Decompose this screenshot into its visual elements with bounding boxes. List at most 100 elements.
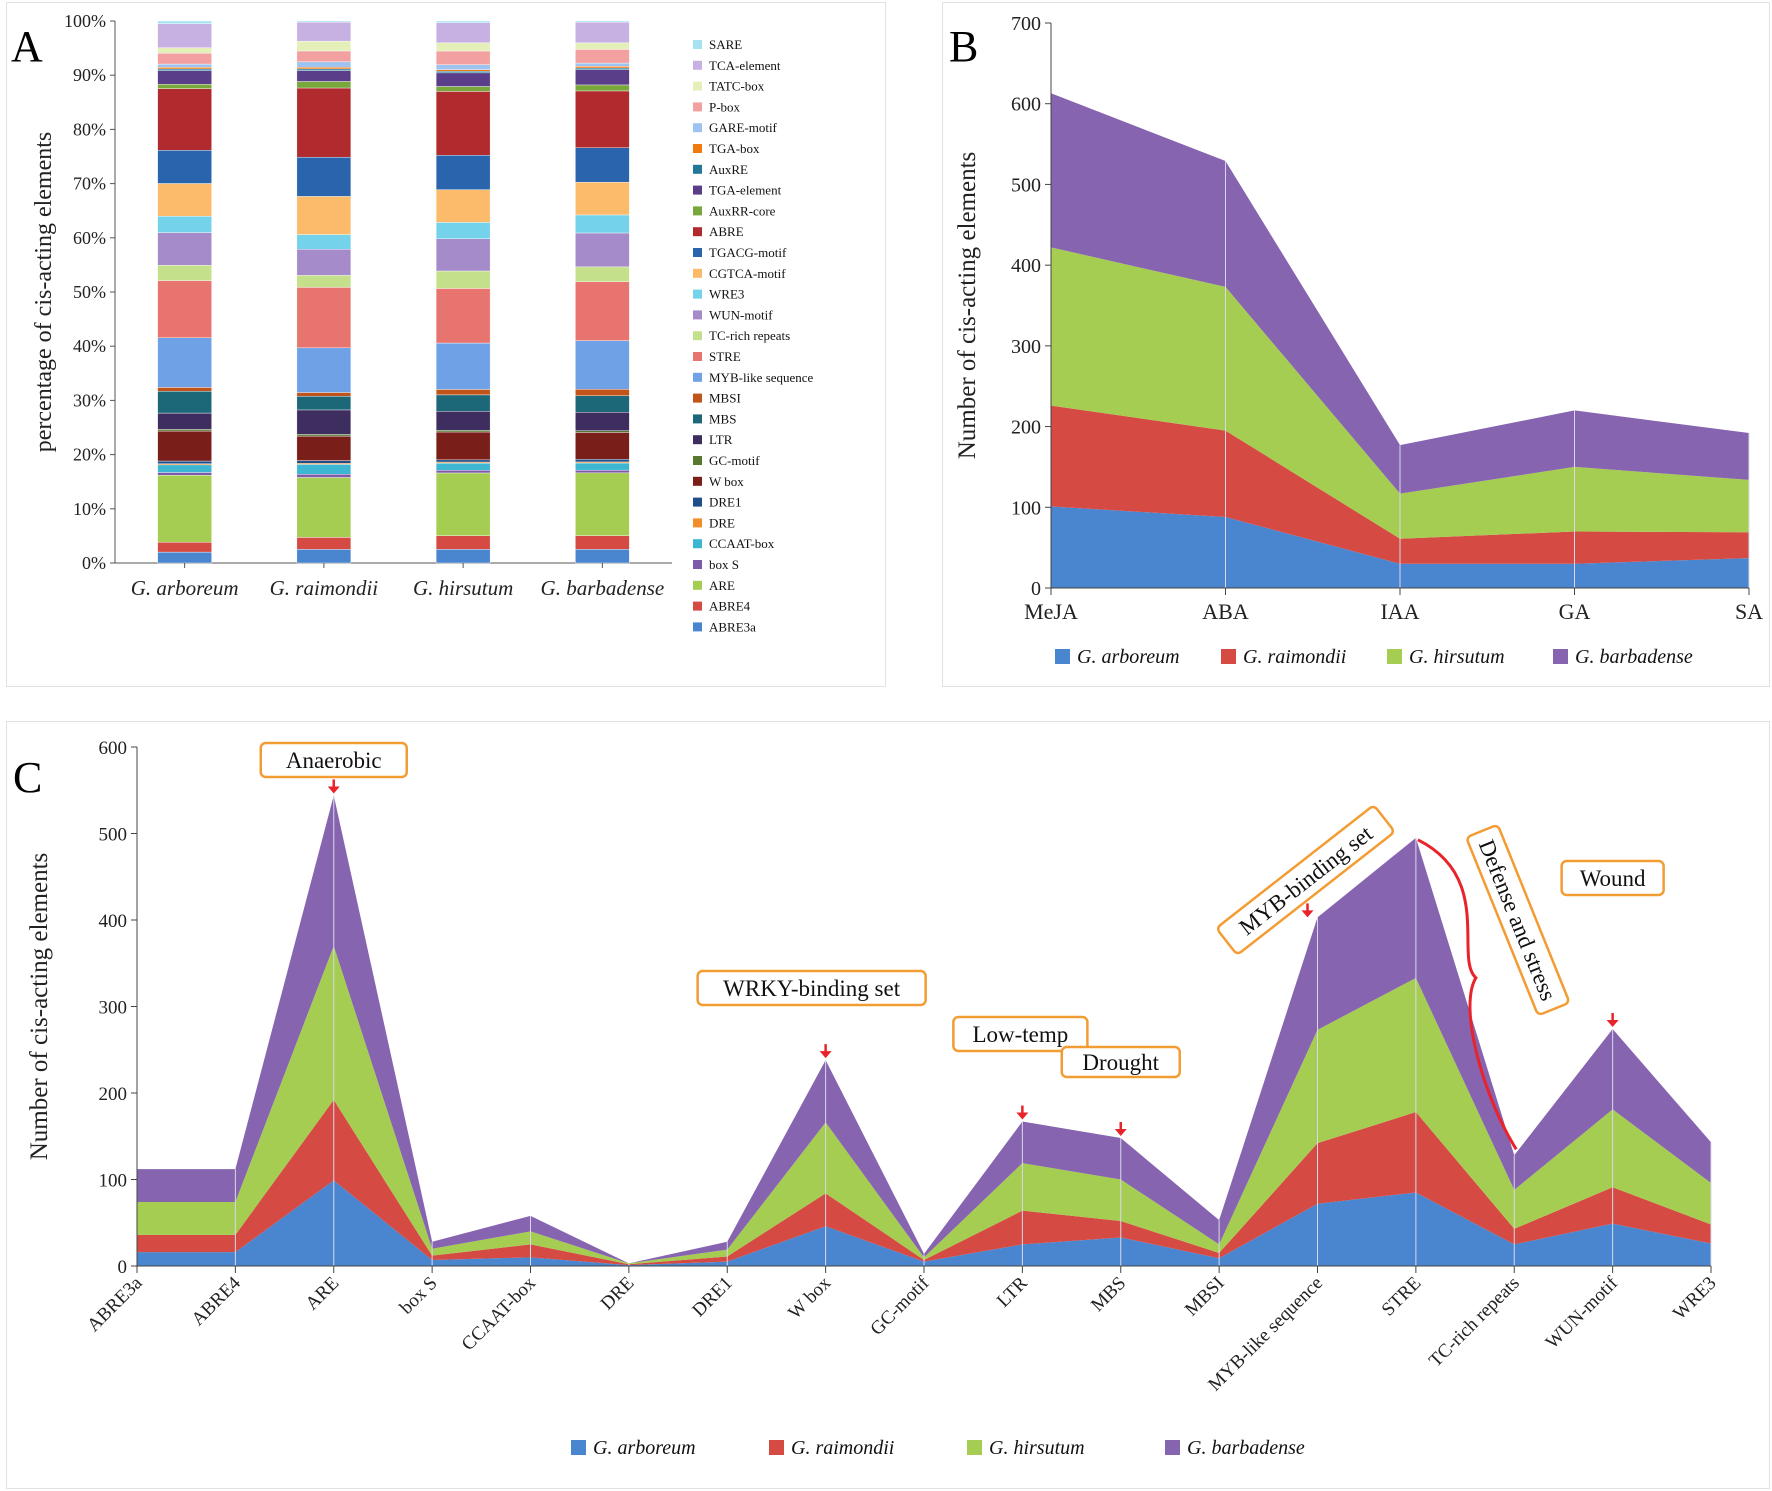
legend-label-abre: ABRE <box>709 224 744 239</box>
defense-brace <box>1417 838 1518 1151</box>
wrky-arrow-head <box>819 1051 832 1059</box>
bar-segment-dre1 <box>157 460 212 464</box>
legend-swatch-abre <box>693 227 702 237</box>
x-tick-label-dre: DRE <box>597 1273 639 1315</box>
legend-label-p-box: P-box <box>709 99 741 114</box>
legend-label-g-arboreum: G. arboreum <box>1077 646 1180 668</box>
y-tick-label: 100 <box>1011 497 1041 519</box>
wound-annotation-label: Wound <box>1580 866 1646 891</box>
bar-segment-w-box <box>435 431 491 461</box>
bar-segment-abre3a <box>296 549 352 564</box>
bar-segment-mbsi <box>435 389 491 396</box>
legend-label-g-hirsutum: G. hirsutum <box>989 1437 1085 1459</box>
legend-label-abre3a: ABRE3a <box>709 619 756 634</box>
bar-segment-p-box <box>575 49 630 64</box>
bar-segment-gare-motif <box>296 61 352 68</box>
area-series-g-hirsutum <box>137 945 1711 1265</box>
bar-segment-mbs <box>575 395 630 413</box>
legend-label-cgtca-motif: CGTCA-motif <box>709 266 786 281</box>
legend-swatch-cgtca-motif <box>693 268 702 278</box>
bar-segment-tatc-box <box>157 47 212 54</box>
y-tick-label: 60% <box>73 228 106 248</box>
bar-segment-abre4 <box>296 537 352 550</box>
x-tick-label-g-arboreum: G. arboreum <box>131 576 239 600</box>
bar-segment-sare <box>435 20 491 23</box>
bar-segment-wre3 <box>575 214 630 234</box>
bar-segment-are <box>296 477 352 538</box>
x-tick-label-mbsi: MBSI <box>1181 1273 1229 1321</box>
y-tick-label: 600 <box>99 738 128 759</box>
legend-swatch-g-arboreum <box>1055 649 1070 664</box>
bar-segment-wun-motif <box>435 238 491 272</box>
bar-segment-gc-motif <box>575 430 630 433</box>
bar-segment-tga-element <box>575 69 630 86</box>
legend-swatch-g-hirsutum <box>1387 649 1402 664</box>
legend-label-tatc-box: TATC-box <box>709 79 765 94</box>
y-tick-label: 500 <box>99 825 128 846</box>
drought-annotation-label: Drought <box>1082 1050 1159 1075</box>
anaerobic-arrow-head <box>327 786 340 794</box>
defense-annotation: Defense and stress <box>1466 824 1570 1016</box>
legend-label-tga-element: TGA-element <box>709 183 782 198</box>
legend-swatch-myb-like-sequence <box>693 372 702 382</box>
bar-segment-tgacg-motif <box>157 150 212 184</box>
bar-segment-dre1 <box>575 458 630 463</box>
legend-swatch-box-s <box>693 560 702 569</box>
bar-segment-auxre <box>435 71 491 74</box>
legend-label-gc-motif: GC-motif <box>709 453 760 468</box>
bar-segment-w-box <box>575 432 630 460</box>
bar-segment-abre <box>157 88 212 151</box>
drought-annotation: Drought <box>1060 1045 1181 1079</box>
bar-segment-auxrr-core <box>157 84 212 89</box>
x-tick-label-mbs: MBS <box>1087 1273 1130 1316</box>
bar-segment-tga-element <box>435 72 491 87</box>
panel-c: C 0 100 200 300 400 500 600 Number of cis-actin… <box>6 721 1770 1489</box>
legend-swatch-auxrr-core <box>693 206 702 216</box>
bar-segment-auxrr-core <box>296 81 352 89</box>
bar-segment-sare <box>296 20 352 23</box>
legend-swatch-tga-box <box>693 144 702 153</box>
bar-segment-abre3a <box>575 549 630 564</box>
legend-swatch-auxre <box>693 164 702 174</box>
y-tick-label: 300 <box>1011 336 1041 358</box>
bar-segment-myb-like-sequence <box>435 342 491 390</box>
legend-label-abre4: ABRE4 <box>709 599 751 614</box>
wrky-annotation: WRKY-binding set <box>696 969 927 1007</box>
bar-segment-ltr <box>296 409 352 435</box>
legend-label-tc-rich-repeats: TC-rich repeats <box>709 328 790 343</box>
legend-label-g-barbadense: G. barbadense <box>1575 646 1693 668</box>
bar-segment-stre <box>296 287 352 349</box>
legend-swatch-gare-motif <box>693 123 702 133</box>
bar-segment-box-s <box>296 474 352 478</box>
bar-segment-cgtca-motif <box>157 183 212 217</box>
bar-segment-tca-element <box>435 22 491 44</box>
y-tick-label: 500 <box>1011 174 1041 196</box>
legend-label-mbs: MBS <box>709 411 736 426</box>
y-tick-label: 200 <box>1011 417 1041 439</box>
legend-label-dre: DRE <box>709 515 735 530</box>
legend-label-g-arboreum: G. arboreum <box>593 1437 696 1459</box>
wrky-annotation-box <box>696 969 927 1007</box>
legend-swatch-tca-element <box>693 60 702 70</box>
legend-label-g-raimondii: G. raimondii <box>791 1437 894 1459</box>
panel-a: A 0% 10% 20% 30% 40% 50% 60% 70% 80% 90% 100% perce… <box>6 2 886 687</box>
legend-swatch-mbsi <box>693 393 702 403</box>
legend-label-sare: SARE <box>709 37 742 52</box>
bar-segment-are <box>157 475 212 543</box>
bar-segment-dre1 <box>435 459 491 463</box>
x-tick-label-gc-motif: GC-motif <box>866 1272 934 1340</box>
bar-segment-tgacg-motif <box>296 156 352 197</box>
x-tick-label-wun-motif: WUN-motif <box>1542 1272 1623 1353</box>
x-tick-label-ltr: LTR <box>993 1272 1032 1311</box>
y-tick-label: 300 <box>99 998 128 1019</box>
y-tick-label: 10% <box>73 499 106 519</box>
bar-segment-tc-rich-repeats <box>435 270 491 289</box>
legend-label-wun-motif: WUN-motif <box>709 307 773 322</box>
x-tick-label-tc-rich-repeats: TC-rich repeats <box>1425 1273 1524 1372</box>
legend-swatch-wun-motif <box>693 310 702 320</box>
y-tick-label: 30% <box>73 390 106 410</box>
y-tick-label: 80% <box>73 119 106 139</box>
bar-segment-gc-motif <box>157 429 212 432</box>
x-tick-label-ga: GA <box>1559 599 1591 624</box>
panel-b-chart: 0 100 200 300 400 500 600 700 Number of cis-acti… <box>954 13 1763 668</box>
